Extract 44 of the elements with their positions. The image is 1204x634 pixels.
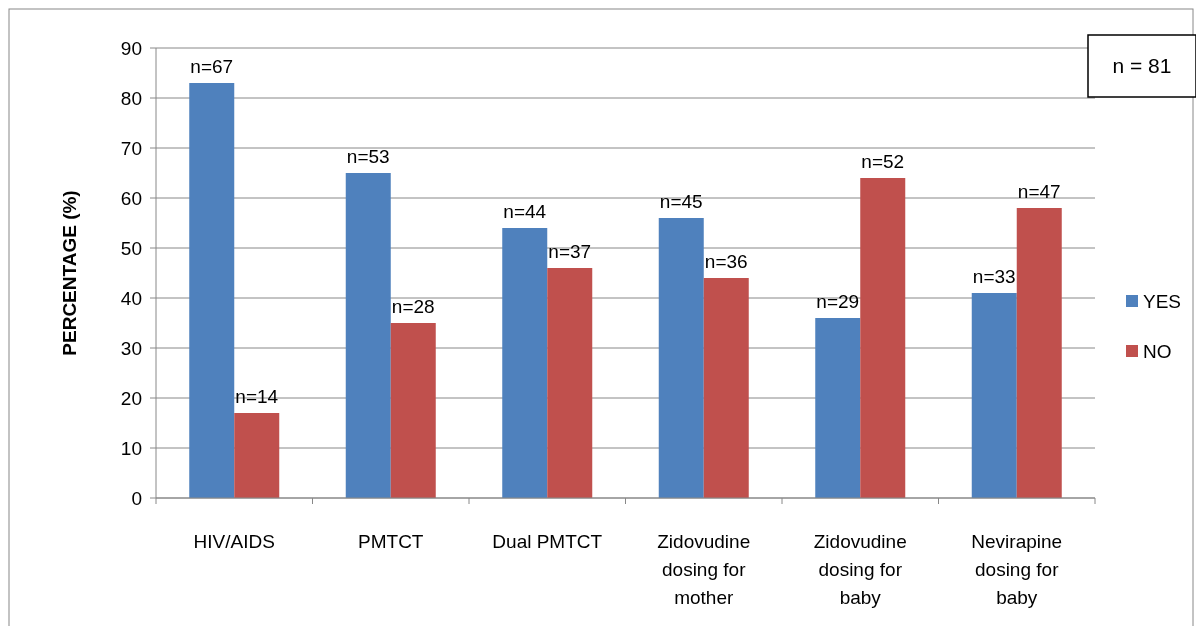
y-tick-label: 10 [120,437,142,459]
bar [390,323,436,498]
bar [345,173,391,498]
annotation: n=14 [235,386,279,407]
bar [189,83,235,498]
bar [1016,208,1062,498]
bar [860,178,906,498]
bar [547,268,593,498]
annotation: n=67 [190,56,234,77]
legend-label: YES [1143,290,1182,312]
annotation: n=28 [391,296,435,317]
y-tick-label: 50 [120,237,142,259]
y-tick-label: 60 [120,187,142,209]
y-tick-label: 0 [131,487,142,509]
y-tick-label: 80 [120,87,142,109]
x-tick-label: HIV/AIDS [193,531,275,552]
x-tick-label: PMTCT [358,531,424,552]
bar [234,413,280,498]
annotation: n=47 [1017,181,1061,202]
y-axis-title: PERCENTAGE (%) [59,190,80,356]
bar [971,293,1017,498]
legend-label: NO [1143,340,1172,362]
y-tick-label: 30 [120,337,142,359]
y-tick-label: 90 [120,37,142,59]
bar [703,278,749,498]
y-tick-label: 70 [120,137,142,159]
annotation: n=29 [816,291,860,312]
y-tick-label: 40 [120,287,142,309]
bar [658,218,704,498]
x-tick-label: Zidovudine dosing for baby [813,531,907,608]
x-tick-label: Zidovudine dosing for mother [657,531,751,608]
annotation: n=37 [548,241,592,262]
x-tick-label: Nevirapine dosing for baby [971,531,1063,608]
annotation: n=45 [659,191,703,212]
bar [815,318,861,498]
annotation: n=36 [704,251,748,272]
text: n = 81 [1112,54,1172,78]
annotation: n=52 [861,151,905,172]
y-tick-label: 20 [120,387,142,409]
annotation: n=33 [972,266,1016,287]
annotation: n=53 [346,146,390,167]
annotation: n=44 [503,201,547,222]
x-tick-label: Dual PMTCT [492,531,603,552]
bar [502,228,548,498]
